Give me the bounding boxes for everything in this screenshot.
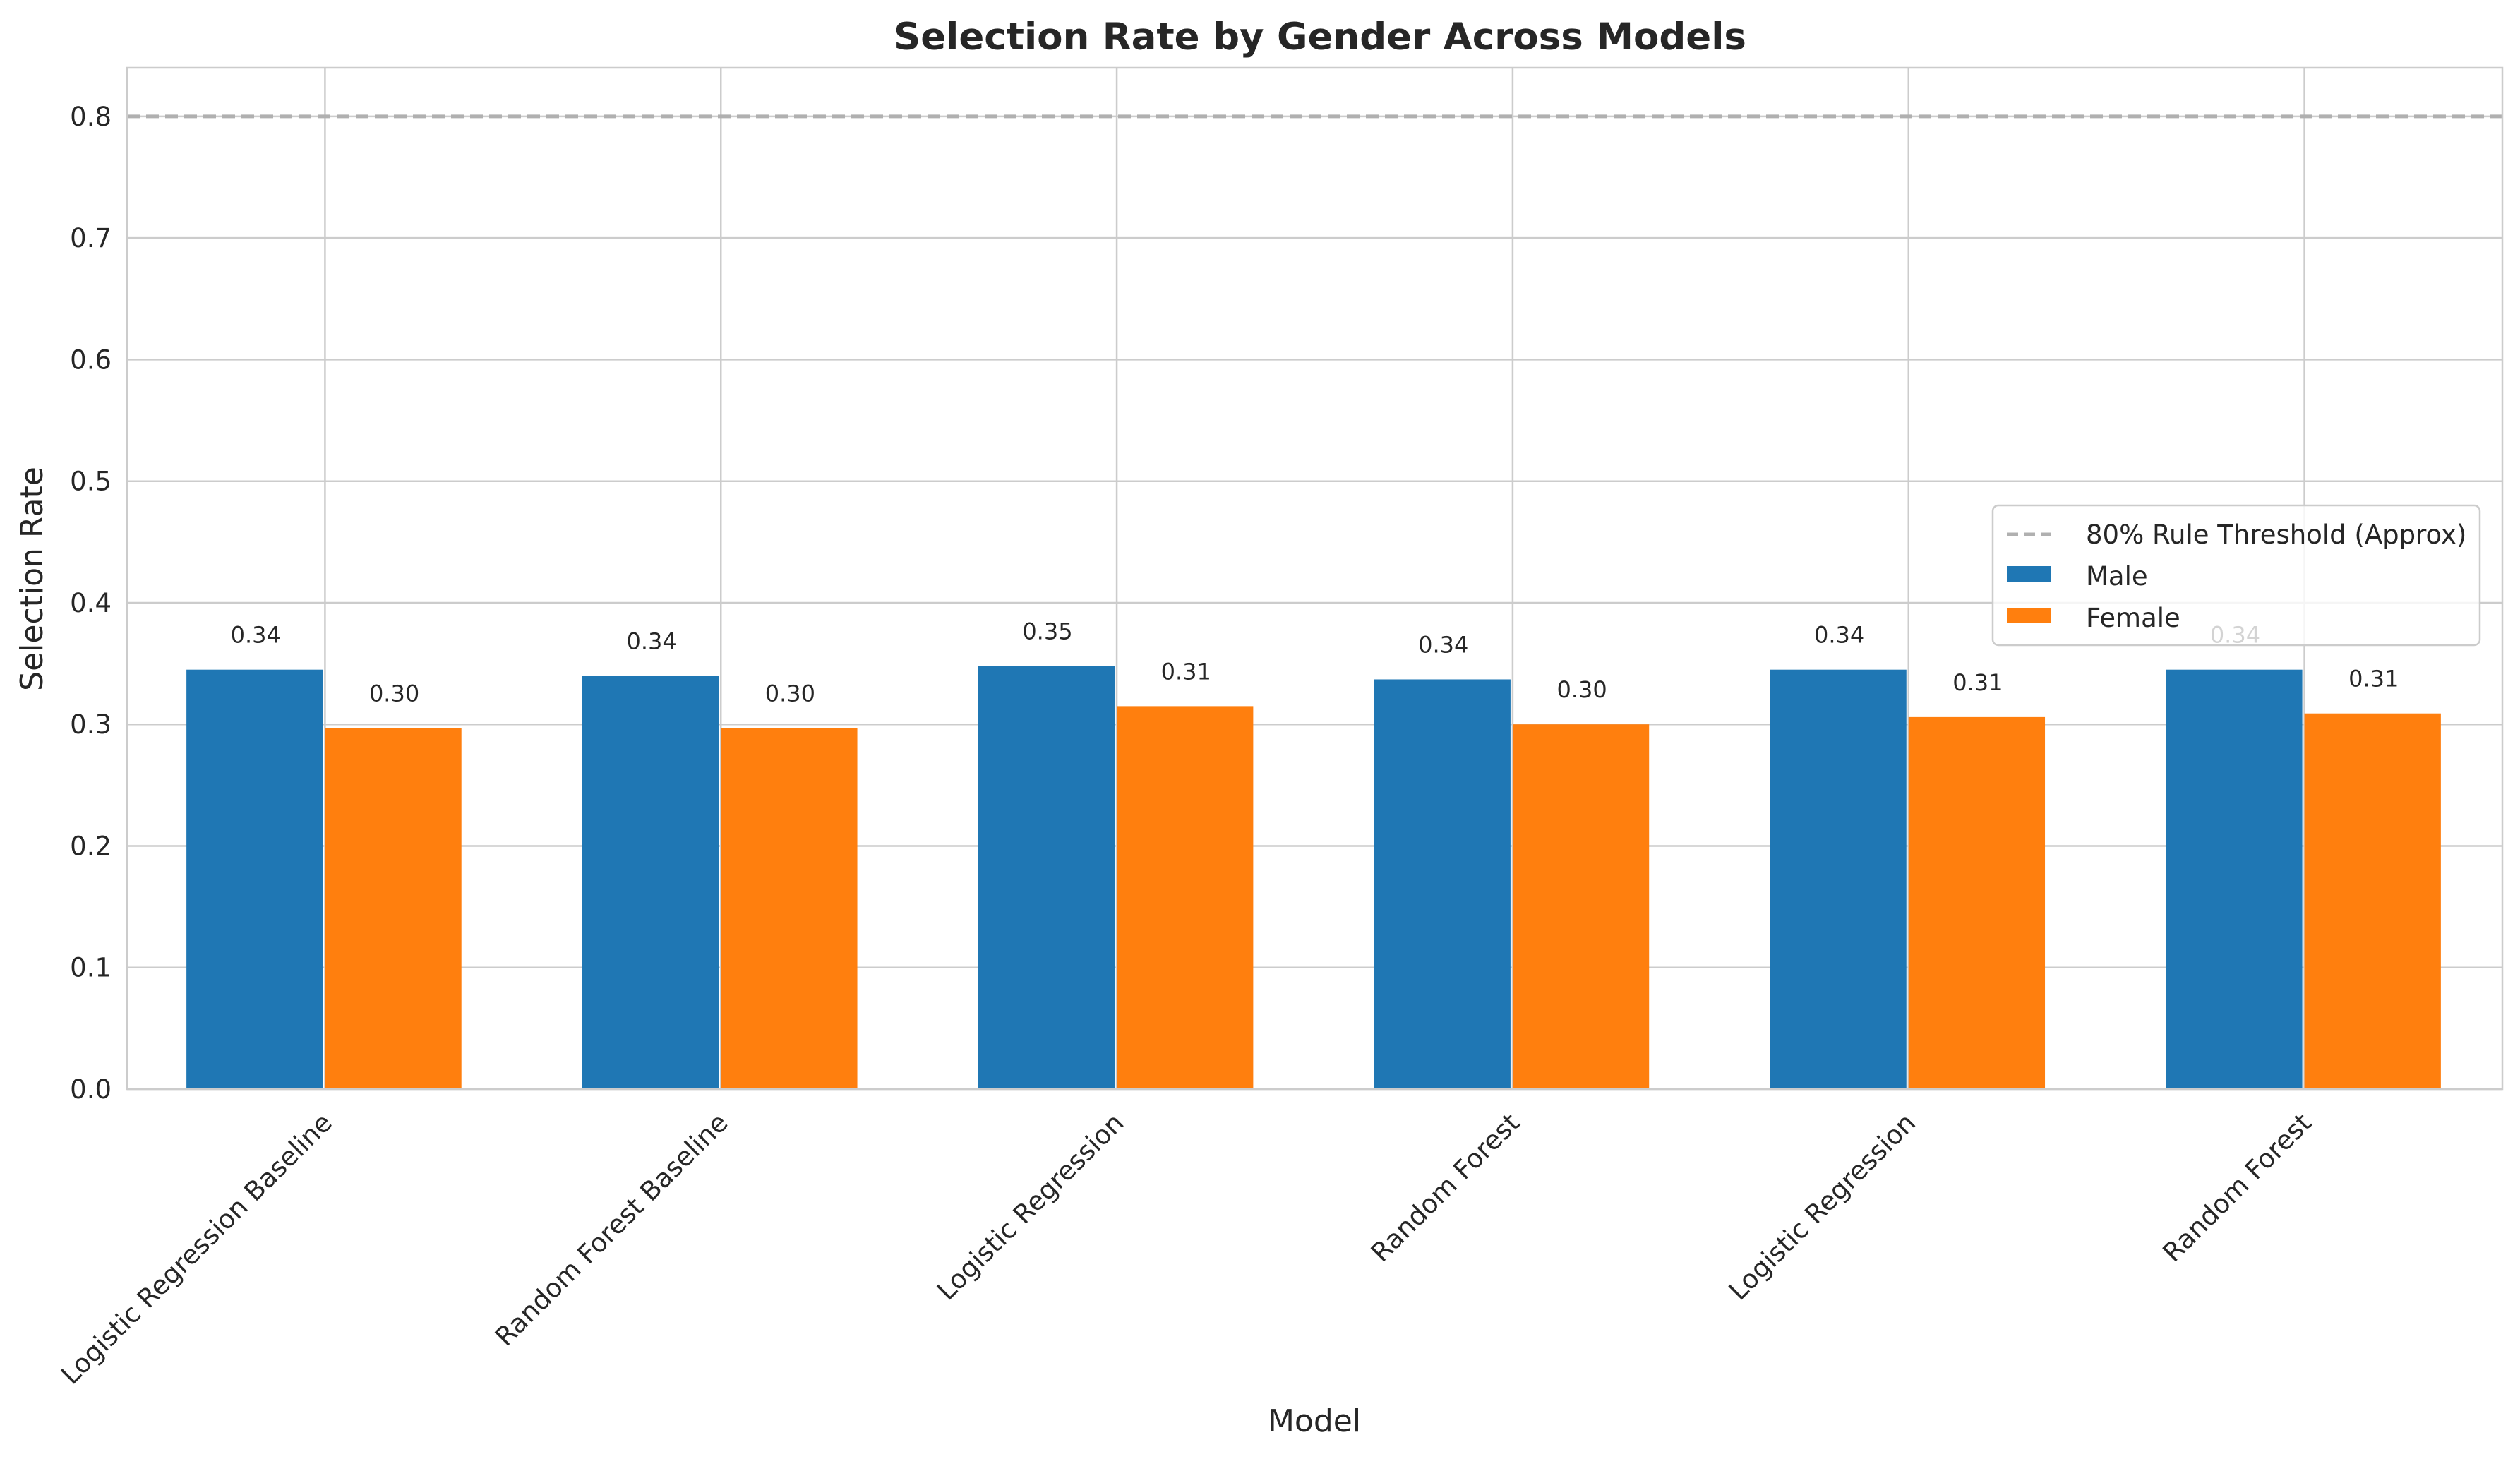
y-tick-label: 0.0 <box>70 1074 112 1105</box>
chart-title: Selection Rate by Gender Across Models <box>894 16 1746 59</box>
bar-male <box>978 666 1115 1089</box>
legend: 80% Rule Threshold (Approx) Male Female <box>1991 504 2481 647</box>
bar-female <box>325 728 462 1089</box>
data-label-female: 0.31 <box>1952 669 2003 696</box>
legend-box <box>1991 504 2481 647</box>
y-tick-label: 0.6 <box>70 344 112 375</box>
y-tick-label: 0.3 <box>70 709 112 740</box>
data-label-male: 0.34 <box>1418 631 1468 658</box>
y-axis-label: Selection Rate <box>14 467 50 691</box>
data-label-female: 0.31 <box>1161 658 1211 685</box>
data-label-male: 0.34 <box>231 622 281 649</box>
bar-female <box>1512 724 1650 1089</box>
plot-frame <box>126 66 2504 1091</box>
bar-male <box>186 669 323 1089</box>
bar-female <box>1908 716 2046 1089</box>
x-axis-label: Model <box>1268 1403 1361 1439</box>
legend-male-swatch <box>2007 566 2051 582</box>
bars <box>186 666 2441 1089</box>
data-label-male: 0.35 <box>1022 618 1072 645</box>
y-axis-ticks: 0.0 0.1 0.2 0.3 0.4 0.5 0.6 0.7 0.8 <box>70 102 112 1105</box>
bar-female <box>721 728 858 1089</box>
data-label-male: 0.34 <box>1814 622 1864 649</box>
data-label-female: 0.30 <box>369 680 419 707</box>
y-tick-label: 0.5 <box>70 467 112 497</box>
legend-male-label: Male <box>2086 561 2148 592</box>
y-tick-label: 0.2 <box>70 831 112 861</box>
bar-male <box>582 676 719 1089</box>
legend-female-label: Female <box>2086 603 2180 633</box>
y-tick-label: 0.8 <box>70 102 112 132</box>
legend-threshold-label: 80% Rule Threshold (Approx) <box>2086 520 2466 550</box>
legend-female-swatch <box>2007 608 2051 623</box>
bar-female <box>2304 713 2441 1089</box>
y-tick-label: 0.4 <box>70 588 112 618</box>
data-label-female: 0.31 <box>2348 666 2399 692</box>
data-label-male: 0.34 <box>626 628 676 654</box>
data-label-female: 0.30 <box>765 680 815 707</box>
y-tick-label: 0.1 <box>70 953 112 983</box>
bar-female <box>1117 706 1254 1089</box>
data-label-female: 0.30 <box>1556 676 1607 703</box>
y-tick-label: 0.7 <box>70 223 112 253</box>
bar-male <box>2166 669 2303 1089</box>
bar-male <box>1374 679 1511 1089</box>
bar-male <box>1770 669 1907 1089</box>
